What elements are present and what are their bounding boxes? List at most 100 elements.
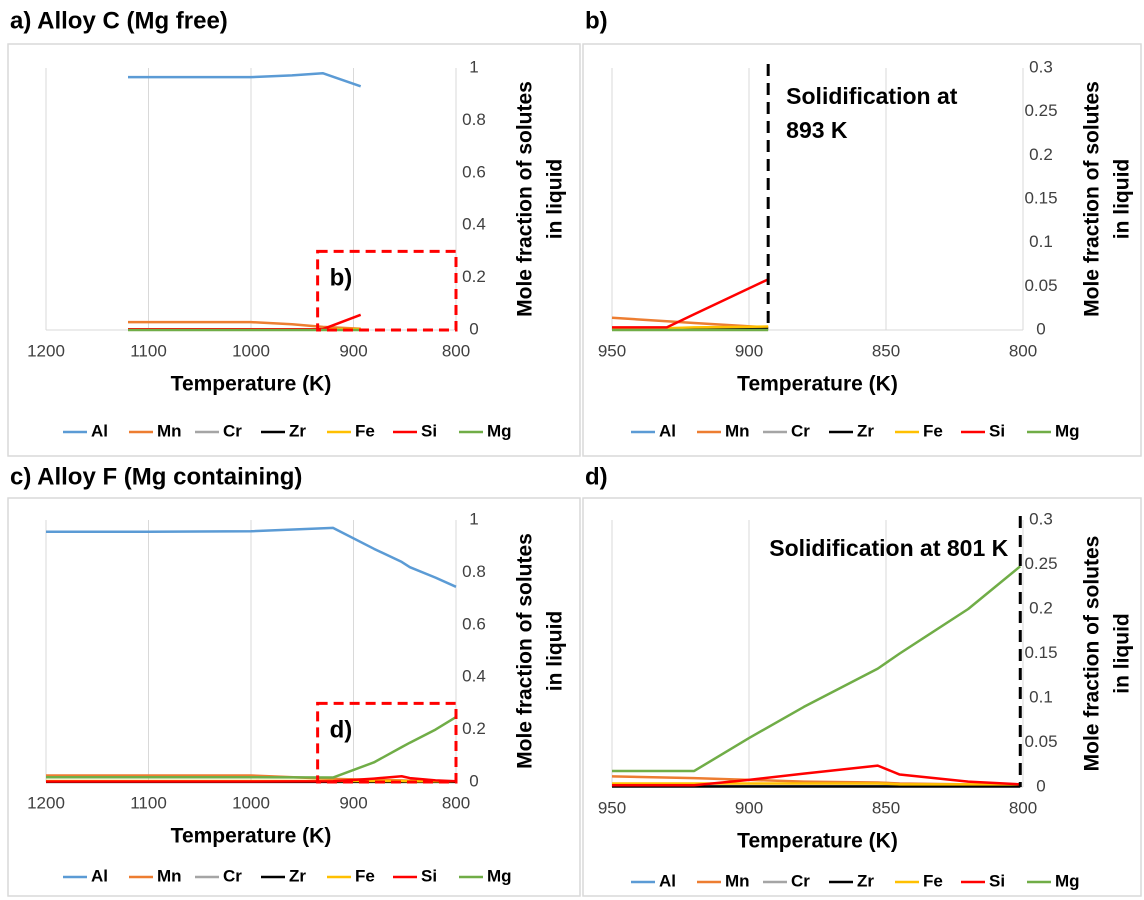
panel-title: d) [585, 463, 608, 490]
legend-label: Mn [725, 421, 750, 440]
x-axis-title: Temperature (K) [737, 830, 898, 853]
x-tick-label: 1200 [27, 793, 65, 812]
legend-label: Al [659, 871, 676, 890]
solidification-label: Solidification at 801 K [769, 535, 1008, 561]
y-tick-label: 0.1 [1029, 232, 1053, 251]
plot-area [611, 565, 1022, 788]
y-axis-title: in liquid [544, 159, 567, 239]
y-tick-label: 0.4 [462, 667, 486, 686]
x-axis-title: Temperature (K) [171, 373, 332, 396]
y-axis-title: in liquid [1111, 613, 1134, 693]
x-tick-label: 950 [598, 341, 626, 360]
zoom-box [316, 249, 458, 332]
y-tick-label: 0.6 [462, 614, 486, 633]
legend-label: Fe [923, 421, 943, 440]
x-tick-label: 900 [339, 341, 367, 360]
y-tick-label: 0.8 [462, 110, 486, 129]
panel: d) 950 900 850 800 0 0.05 0.1 0.15 0.2 0.25 0.3 Temp… [582, 463, 1142, 897]
y-axis-title: Mole fraction of solutes [1081, 536, 1104, 772]
y-axis-title: Mole fraction of solutes [514, 81, 537, 317]
legend-label: Cr [791, 421, 810, 440]
solidification-label: Solidification at [786, 83, 958, 109]
y-tick-label: 0.05 [1024, 732, 1057, 751]
x-tick-label: 850 [872, 341, 900, 360]
panel-title: c) Alloy F (Mg containing) [10, 463, 302, 490]
panel-title: a) Alloy C (Mg free) [10, 7, 228, 34]
y-tick-label: 0 [1036, 319, 1045, 338]
panel: b) 950 900 850 800 0 0.05 0.1 0.15 0.2 0.25 0.3 Temp… [582, 7, 1142, 457]
legend-label: Zr [857, 421, 874, 440]
y-tick-label: 0 [469, 771, 478, 790]
y-tick-label: 0.15 [1024, 188, 1057, 207]
legend-label: Mn [157, 866, 182, 885]
y-tick-label: 0.25 [1024, 554, 1057, 573]
x-tick-label: 800 [1009, 798, 1037, 817]
y-axis-title: in liquid [1111, 159, 1134, 239]
legend-label: Mg [1055, 421, 1080, 440]
series-line [128, 71, 362, 88]
y-tick-label: 0.2 [1029, 598, 1053, 617]
y-tick-label: 1 [469, 57, 478, 76]
x-tick-label: 800 [1009, 341, 1037, 360]
y-tick-label: 0 [469, 319, 478, 338]
series-line [612, 764, 1021, 787]
legend-label: Si [421, 866, 437, 885]
x-axis-title: Temperature (K) [171, 825, 332, 848]
legend-label: Fe [355, 866, 375, 885]
zoom-label: b) [330, 265, 353, 292]
y-tick-label: 1 [469, 509, 478, 528]
legend-label: Cr [223, 421, 242, 440]
y-tick-label: 0.05 [1024, 276, 1057, 295]
y-tick-label: 0 [1036, 776, 1045, 795]
y-tick-label: 0.2 [462, 267, 486, 286]
y-tick-label: 0.25 [1024, 101, 1057, 120]
panel-frame [582, 497, 1142, 897]
legend-label: Mn [157, 421, 182, 440]
zoom-box [316, 701, 458, 784]
legend-label: Cr [223, 866, 242, 885]
y-tick-label: 0.6 [462, 162, 486, 181]
zoom-label: d) [330, 717, 353, 744]
y-tick-label: 0.15 [1024, 643, 1057, 662]
legend-label: Fe [923, 871, 943, 890]
y-tick-label: 0.3 [1029, 57, 1053, 76]
legend-label: Cr [791, 871, 810, 890]
legend-label: Al [91, 421, 108, 440]
solidification-label: 893 K [786, 117, 848, 143]
y-tick-label: 0.1 [1029, 687, 1053, 706]
x-tick-label: 800 [442, 793, 470, 812]
y-tick-label: 0.3 [1029, 509, 1053, 528]
x-tick-label: 1100 [130, 793, 167, 812]
panel-title: b) [585, 7, 608, 34]
x-tick-label: 1000 [232, 341, 270, 360]
y-axis-title: in liquid [544, 611, 567, 691]
x-tick-label: 900 [339, 793, 367, 812]
legend-label: Si [989, 871, 1005, 890]
x-tick-label: 900 [735, 341, 763, 360]
x-axis-title: Temperature (K) [737, 373, 898, 396]
legend-label: Mg [487, 866, 512, 885]
legend-label: Mg [1055, 871, 1080, 890]
y-tick-label: 0.2 [462, 719, 486, 738]
panel: a) Alloy C (Mg free) 1200 1100 1000 900 800 0 0… [7, 7, 581, 457]
y-tick-label: 0.4 [462, 215, 486, 234]
y-tick-label: 0.8 [462, 562, 486, 581]
legend-label: Si [421, 421, 437, 440]
plot-area [611, 278, 769, 332]
series-line [612, 565, 1022, 773]
legend-label: Si [989, 421, 1005, 440]
legend-label: Fe [355, 421, 375, 440]
x-tick-label: 800 [442, 341, 470, 360]
legend-label: Zr [289, 866, 306, 885]
x-tick-label: 1100 [130, 341, 167, 360]
panel-frame [7, 43, 581, 457]
y-axis-title: Mole fraction of solutes [1081, 81, 1104, 317]
x-tick-label: 1200 [27, 341, 65, 360]
x-tick-label: 850 [872, 798, 900, 817]
legend-label: Mg [487, 421, 512, 440]
legend-label: Zr [289, 421, 306, 440]
panel-frame [582, 43, 1142, 457]
plot-area [128, 71, 362, 332]
